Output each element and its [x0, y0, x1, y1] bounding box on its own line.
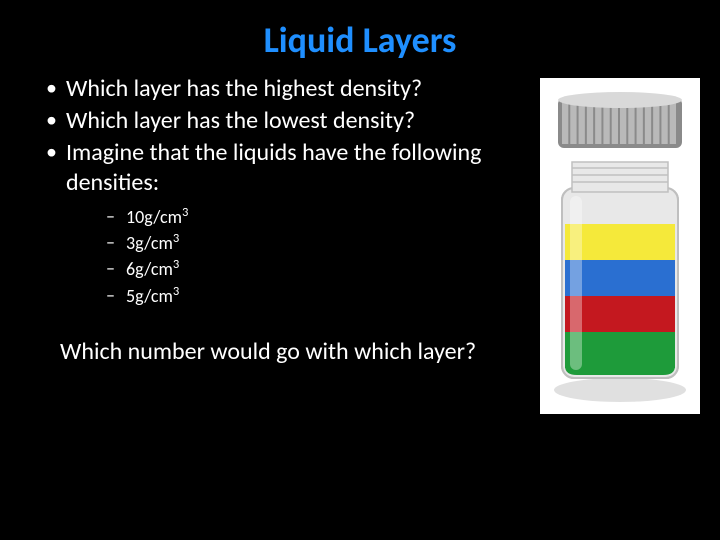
jar-icon — [540, 78, 700, 414]
main-bullet-list: Which layer has the highest density? Whi… — [28, 74, 530, 309]
density-item: 6g/cm3 — [106, 256, 530, 282]
content-row: Which layer has the highest density? Whi… — [0, 74, 720, 414]
closing-question: Which number would go with which layer? — [28, 337, 530, 366]
text-column: Which layer has the highest density? Whi… — [28, 74, 530, 414]
image-column — [530, 74, 700, 414]
bullet-item: Which layer has the lowest density? — [46, 106, 530, 136]
density-sub-list: 10g/cm3 3g/cm3 6g/cm3 5g/cm3 — [66, 204, 530, 309]
density-item: 3g/cm3 — [106, 230, 530, 256]
density-item: 5g/cm3 — [106, 283, 530, 309]
density-item: 10g/cm3 — [106, 204, 530, 230]
slide-title: Liquid Layers — [0, 0, 720, 74]
bullet-item: Which layer has the highest density? — [46, 74, 530, 104]
jar-figure — [540, 78, 700, 414]
bullet-item: Imagine that the liquids have the follow… — [46, 138, 530, 309]
bullet-text: Imagine that the liquids have the follow… — [66, 138, 481, 197]
